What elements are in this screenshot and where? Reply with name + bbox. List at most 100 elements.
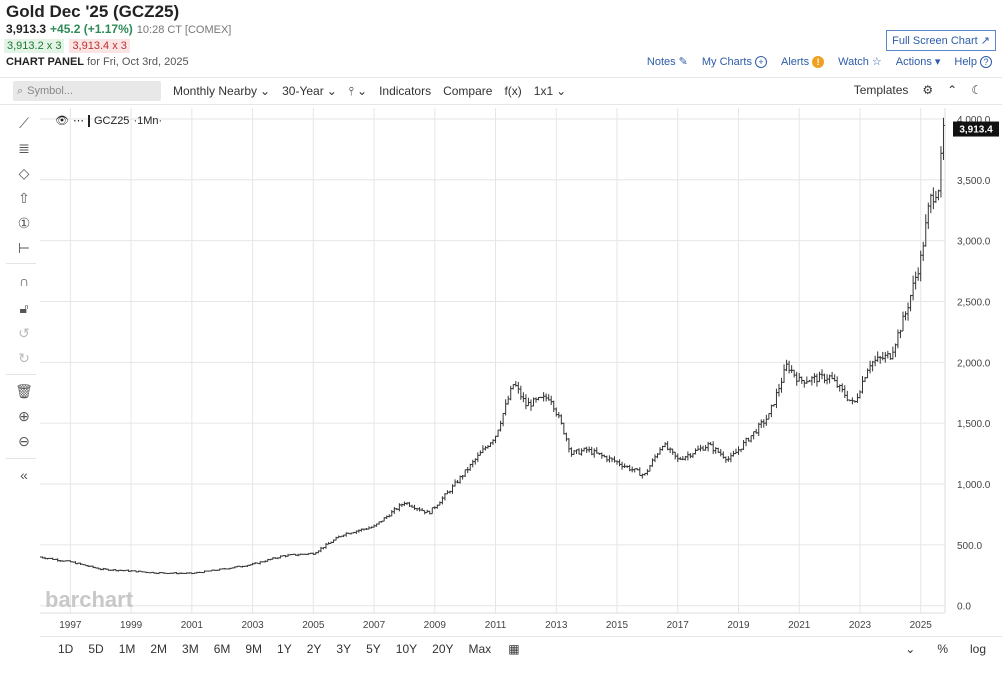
x-tick-label: 1997 [59,620,82,631]
page-title: Gold Dec '25 (GCZ25) [6,2,180,21]
panel-title: CHART PANEL [6,56,85,68]
range-1m[interactable]: 1M [118,641,136,656]
chevron-down-icon: ⌄ [357,84,368,98]
question-icon: ? [980,55,992,68]
fibonacci-tool-icon[interactable]: ≣ [18,140,30,156]
range-2y[interactable]: 2Y [306,641,322,656]
eye-icon[interactable]: 👁︎ [55,115,69,127]
magnet-icon[interactable]: ∩ [18,273,30,289]
plus-circle-icon: + [755,55,767,68]
chevron-down-icon: ⌄ [326,84,337,98]
tool-divider [6,263,36,264]
range-buttons: 1D 5D 1M 2M 3M 6M 9M 1Y 2Y 3Y 5Y 10Y 20Y Max [40,642,491,656]
my-charts-link[interactable]: My Charts + [702,55,767,68]
y-tick-label: 500.0 [957,541,982,552]
toolbar-right: Templates ⚙ ⌃ ☾ [854,83,982,97]
undo-icon[interactable]: ↺ [18,325,30,341]
actions-label: Actions [895,55,932,68]
range-5y[interactable]: 5Y [366,641,381,656]
actions-menu[interactable]: Actions ▾ [895,55,941,69]
y-tick-label: 1,000.0 [957,480,991,491]
my-charts-label: My Charts [701,55,752,68]
watch-link[interactable]: Watch ☆ [838,55,882,69]
x-tick-label: 2019 [727,620,750,631]
barchart-watermark: barchart [45,587,134,612]
top-links: Notes ✎ My Charts + Alerts! Watch ☆ Actions… [647,55,992,68]
ohlc-bars-icon: ⫯ [348,83,354,98]
x-tick-label: 2025 [910,620,933,631]
aggregation-dropdown[interactable]: Monthly Nearby ⌄ [173,84,270,98]
series-color-swatch [87,114,90,127]
range-6m[interactable]: 6M [213,641,231,656]
range-3y[interactable]: 3Y [336,641,352,656]
price-chart[interactable]: 4,000.0 3,500.0 3,000.0 2,500.0 2,000.0 1,500… [40,108,1002,636]
indicators-button[interactable]: Indicators [379,84,432,98]
range-20y[interactable]: 20Y [432,641,454,656]
symbol-search-input[interactable]: ⌕ Symbol... [13,81,161,101]
external-arrow-icon: ↗ [980,35,990,47]
help-link[interactable]: Help? [954,55,992,68]
range-2m[interactable]: 2M [150,641,168,656]
zoom-out-icon[interactable]: ⊖ [18,433,30,449]
alerts-label: Alerts [781,55,810,68]
x-tick-label: 2021 [788,620,811,631]
star-icon: ☆ [871,56,882,68]
annotation-tool-icon[interactable]: ① [17,215,31,231]
caret-down-icon: ▾ [934,56,941,68]
redo-icon[interactable]: ↻ [18,350,30,366]
percent-toggle[interactable]: % [937,642,948,656]
dark-mode-icon[interactable]: ☾ [971,83,982,97]
arrow-up-tool-icon[interactable]: ⇧ [18,190,30,206]
quote-time: 10:28 CT [COMEX] [136,24,232,36]
tool-divider [6,458,36,459]
range-10y[interactable]: 10Y [395,641,418,656]
period-dropdown[interactable]: 30-Year ⌄ [282,84,337,98]
range-max[interactable]: Max [468,641,492,656]
fx-button[interactable]: f(x) [504,84,522,98]
last-price-label: 3,913.4 [959,125,993,136]
watch-label: Watch [838,55,869,68]
x-tick-label: 2015 [606,620,629,631]
x-tick-label: 2017 [667,620,690,631]
symbol-placeholder: Symbol... [27,85,74,97]
notes-link[interactable]: Notes ✎ [647,55,688,69]
trash-icon[interactable]: 🗑︎ [15,383,33,399]
range-9m[interactable]: 9M [245,641,263,656]
drawing-toolbar: ⟋ ≣ ◇ ⇧ ① ⊢ ∩ 🔓︎ ↺ ↻ 🗑︎ ⊕ ⊖ « [0,108,40,658]
help-label: Help [954,55,977,68]
layout-dropdown[interactable]: 1x1 ⌄ [534,84,566,98]
lock-icon[interactable]: 🔓︎ [19,300,29,316]
chart-panel-label: CHART PANEL for Fri, Oct 3rd, 2025 [6,56,189,68]
trendline-tool-icon[interactable]: ⟋ [19,115,29,131]
shapes-tool-icon[interactable]: ◇ [18,165,30,181]
legend-interval: ·1Mn· [133,114,163,127]
measure-tool-icon[interactable]: ⊢ [17,240,31,256]
ask-badge: 3,913.4 x 3 [69,39,130,53]
alerts-link[interactable]: Alerts! [781,55,825,68]
full-screen-chart-button[interactable]: Full Screen Chart ↗ [886,30,996,51]
templates-button[interactable]: Templates [853,83,909,97]
alert-icon: ! [812,55,825,68]
x-tick-label: 2005 [302,620,325,631]
more-options-icon[interactable]: ⋯ [72,115,84,127]
y-tick-label: 1,500.0 [957,419,991,430]
last-price-tag [953,121,999,137]
collapse-up-icon[interactable]: ⌃ [947,83,958,97]
scale-menu-icon[interactable]: ⌄ [905,642,916,656]
price-change: +45.2 (+1.17%) [50,22,133,36]
calendar-icon[interactable]: ▦ [508,641,520,656]
period-label: 30-Year [282,84,324,98]
chevron-down-icon: ⌄ [260,84,271,98]
gear-icon[interactable]: ⚙ [922,83,934,97]
range-1d[interactable]: 1D [58,641,74,656]
collapse-left-icon[interactable]: « [20,467,28,483]
compare-button[interactable]: Compare [443,84,493,98]
chart-type-dropdown[interactable]: ⫯ ⌄ [349,84,367,99]
y-tick-label: 3,000.0 [957,237,991,248]
zoom-in-icon[interactable]: ⊕ [18,408,30,424]
log-toggle[interactable]: log [969,642,986,656]
range-5d[interactable]: 5D [88,641,104,656]
range-1y[interactable]: 1Y [277,641,292,656]
full-screen-label: Full Screen Chart [892,35,978,47]
range-3m[interactable]: 3M [182,641,199,656]
